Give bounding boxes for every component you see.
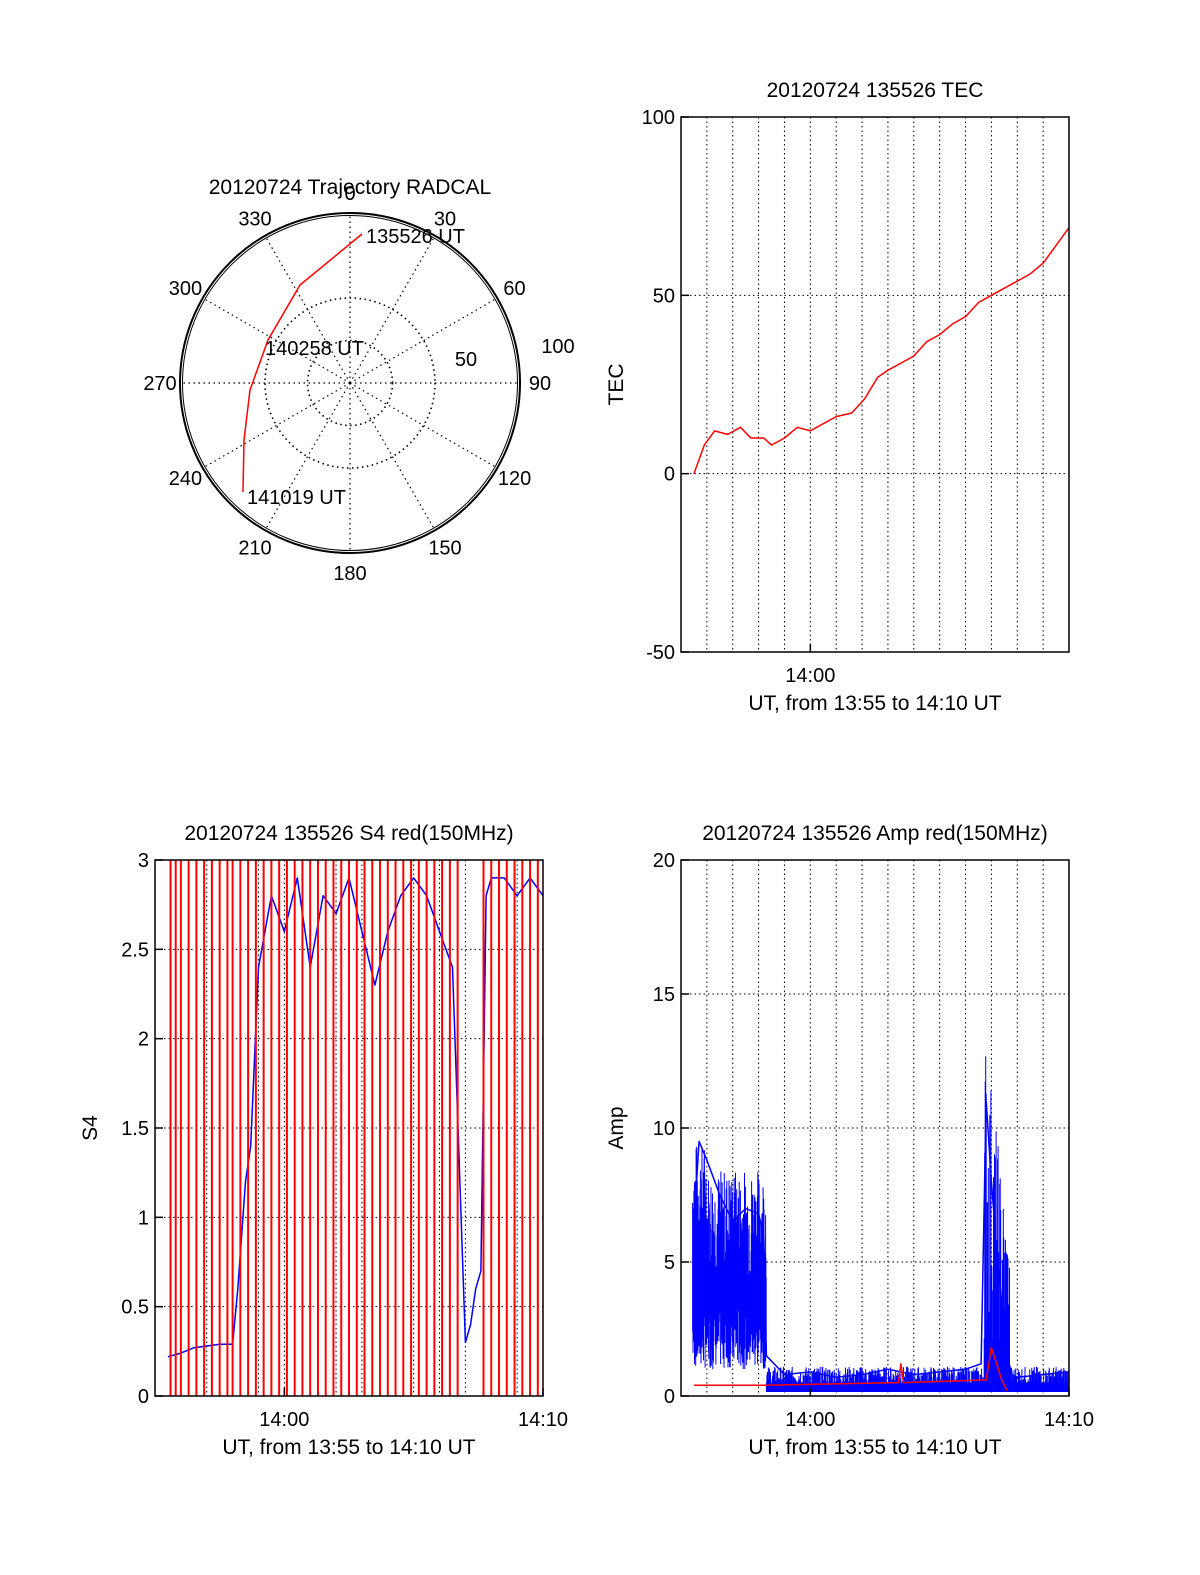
radial-ring	[264, 297, 436, 469]
chart-title: 20120724 135526 S4 red(150MHz)	[184, 822, 513, 845]
series-group	[693, 227, 1069, 474]
azimuth-label: 30	[434, 208, 456, 230]
chart-title: 20120724 135526 Amp red(150MHz)	[702, 822, 1048, 845]
series-line	[167, 877, 543, 1358]
azimuth-label: 300	[169, 278, 202, 300]
x-tick-label: 14:10	[518, 1409, 568, 1431]
azimuth-label: 150	[428, 538, 461, 560]
x-tick-label: 14:10	[1044, 1409, 1094, 1431]
azimuth-spoke	[349, 382, 498, 469]
y-tick-label: 20	[653, 850, 675, 872]
time-annotation: 141019 UT	[247, 487, 346, 509]
azimuth-label: 210	[238, 538, 271, 560]
outer-ring	[179, 212, 521, 554]
time-annotation: 135526 UT	[366, 226, 465, 248]
x-axis-label: UT, from 13:55 to 14:10 UT	[222, 1436, 475, 1459]
azimuth-label: 180	[333, 563, 366, 585]
radial-label: 50	[455, 349, 477, 371]
y-tick-label: 100	[642, 107, 675, 129]
series-line	[693, 1347, 1008, 1391]
satellite-track	[242, 233, 363, 493]
s4-plot: 20120724 135526 S4 red(150MHz) 0 0.5 1 1.5 2 2…	[79, 822, 568, 1459]
x-tick-label: 14:00	[259, 1409, 309, 1431]
x-axis-label: UT, from 13:55 to 14:10 UT	[748, 1436, 1001, 1459]
y-axis-label: TEC	[605, 364, 628, 406]
azimuth-spoke	[349, 382, 436, 531]
azimuth-label: 330	[238, 208, 271, 230]
y-tick-label: 5	[664, 1252, 675, 1274]
time-annotation: 140258 UT	[265, 338, 364, 360]
y-axis-label: Amp	[605, 1106, 628, 1149]
y-tick-label: 0.5	[121, 1297, 149, 1319]
azimuth-spoke	[202, 382, 351, 469]
azimuth-label: 120	[498, 468, 531, 490]
azimuth-label: 270	[143, 373, 176, 395]
y-tick-label: 2.5	[121, 939, 149, 961]
amp-noise-texture	[692, 1056, 1069, 1392]
y-tick-label: 1	[138, 1207, 149, 1229]
azimuth-label: 90	[529, 373, 551, 395]
series-group	[167, 860, 543, 1396]
y-tick-label: 50	[653, 285, 675, 307]
y-tick-label: 0	[664, 464, 675, 486]
outer-ring-inner	[182, 215, 518, 551]
series-group	[692, 1056, 1069, 1392]
y-tick-label: -50	[646, 642, 675, 664]
series-line	[693, 227, 1069, 474]
amp-plot: 20120724 135526 Amp red(150MHz) 0 5 10 15 20 1…	[605, 822, 1094, 1459]
y-tick-label: 15	[653, 984, 675, 1006]
y-axis-label: S4	[79, 1115, 102, 1141]
chart-title: 20120724 135526 TEC	[767, 79, 984, 102]
x-axis-label: UT, from 13:55 to 14:10 UT	[748, 692, 1001, 715]
azimuth-label: 240	[169, 468, 202, 490]
x-tick-label: 14:00	[785, 665, 835, 687]
x-tick-label: 14:00	[785, 1409, 835, 1431]
y-tick-label: 0	[138, 1386, 149, 1408]
azimuth-spoke	[264, 382, 351, 531]
y-tick-label: 0	[664, 1386, 675, 1408]
y-tick-label: 3	[138, 850, 149, 872]
azimuth-spoke	[349, 235, 436, 384]
y-tick-label: 10	[653, 1118, 675, 1140]
azimuth-label: 0	[344, 183, 355, 205]
radial-ring	[306, 339, 394, 427]
series-line	[693, 1100, 1069, 1378]
plot-frame	[680, 116, 1070, 653]
y-tick-label: 2	[138, 1029, 149, 1051]
y-tick-label: 1.5	[121, 1118, 149, 1140]
chart-title: 20120724 Trajectory RADCAL	[209, 176, 492, 199]
azimuth-label: 60	[503, 278, 525, 300]
tec-plot: 20120724 135526 TEC -50 0 50 100 14:00 UT, fro…	[605, 79, 1070, 715]
radial-label: 100	[541, 336, 574, 358]
azimuth-spoke	[349, 297, 498, 384]
